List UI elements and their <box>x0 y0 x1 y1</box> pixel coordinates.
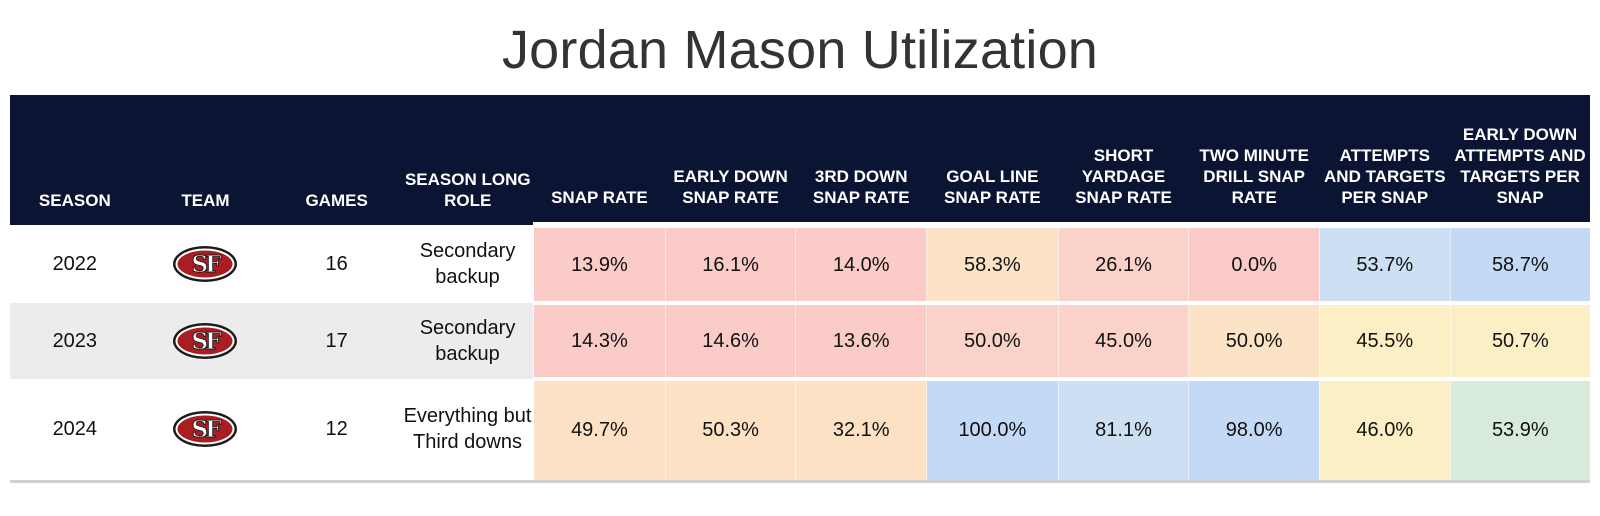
metric-cell-attempts-and-targets-per-snap: 45.5% <box>1318 301 1451 379</box>
column-header-goal-line-snap-rate: GOAL LINE SNAP RATE <box>926 95 1059 225</box>
role-cell: Everything but Third downs <box>401 379 534 483</box>
role-text: Secondary backup <box>419 240 516 288</box>
metric-cell-early-down-attempts-and-targets-per-snap: 58.7% <box>1449 222 1590 303</box>
team-cell: SF <box>139 303 272 379</box>
metric-cell-goal-line-snap-rate: 100.0% <box>926 377 1059 483</box>
metric-cell-early-down-snap-rate: 14.6% <box>664 301 796 379</box>
column-header-early-down-attempts-and-targets-per-snap: EARLY DOWN ATTEMPTS AND TARGETS PER SNAP <box>1450 95 1590 225</box>
games-cell: 12 <box>271 379 402 483</box>
role-text: Secondary backup <box>419 317 516 365</box>
column-header-season-long-role: SEASON LONG ROLE <box>401 95 534 225</box>
column-header-short-yardage-snap-rate: SHORT YARDAGE SNAP RATE <box>1058 95 1189 225</box>
metric-cell-snap-rate: 13.9% <box>533 222 666 303</box>
column-header-games: GAMES <box>271 95 402 225</box>
table-row-2022: 2022 SF 16 Secondary backup 13.9% 16.1% 14.0% 5… <box>10 222 1590 303</box>
role-text: Everything but Third downs <box>403 405 532 454</box>
metric-cell-attempts-and-targets-per-snap: 46.0% <box>1318 377 1451 483</box>
niners-logo-icon: SF <box>173 246 238 282</box>
table-header-row: SEASON TEAM GAMES SEASON LONG ROLE SNAP RATE… <box>10 95 1590 225</box>
metric-cell-3rd-down-snap-rate: 14.0% <box>795 222 927 303</box>
metric-cell-short-yardage-snap-rate: 81.1% <box>1057 377 1189 483</box>
utilization-table: SEASON TEAM GAMES SEASON LONG ROLE SNAP RATE… <box>10 95 1590 483</box>
season-cell: 2023 <box>10 303 140 379</box>
metric-cell-3rd-down-snap-rate: 32.1% <box>795 377 927 483</box>
page-title: Jordan Mason Utilization <box>501 20 1099 80</box>
metric-cell-snap-rate: 49.7% <box>533 377 666 483</box>
column-header-snap-rate: SNAP RATE <box>533 95 666 225</box>
metric-cell-short-yardage-snap-rate: 26.1% <box>1057 222 1189 303</box>
svg-text:SF: SF <box>192 416 223 443</box>
svg-text:SF: SF <box>192 251 223 278</box>
metric-cell-3rd-down-snap-rate: 13.6% <box>795 301 927 379</box>
column-header-two-minute-drill-snap-rate: TWO MINUTE DRILL SNAP RATE <box>1188 95 1320 225</box>
metric-cell-two-minute-drill-snap-rate: 50.0% <box>1188 301 1320 379</box>
metric-cell-two-minute-drill-snap-rate: 98.0% <box>1188 377 1320 483</box>
metric-cell-early-down-snap-rate: 16.1% <box>664 222 796 303</box>
season-cell: 2022 <box>10 225 140 303</box>
season-cell: 2024 <box>10 379 140 483</box>
svg-text:SF: SF <box>192 328 223 355</box>
team-cell: SF <box>139 379 272 483</box>
niners-logo-icon: SF <box>173 323 238 359</box>
column-header-early-down-snap-rate: EARLY DOWN SNAP RATE <box>665 95 796 225</box>
column-header-attempts-and-targets-per-snap: ATTEMPTS AND TARGETS PER SNAP <box>1319 95 1451 225</box>
table-container: SEASON TEAM GAMES SEASON LONG ROLE SNAP RATE… <box>10 95 1590 483</box>
metric-cell-early-down-attempts-and-targets-per-snap: 50.7% <box>1449 301 1590 379</box>
games-cell: 16 <box>271 225 402 303</box>
metric-cell-short-yardage-snap-rate: 45.0% <box>1057 301 1189 379</box>
niners-logo-icon: SF <box>173 411 238 448</box>
column-header-season: SEASON <box>10 95 140 225</box>
table-row-2023: 2023 SF 17 Secondary backup 14.3% 14.6% 13.6% 5… <box>10 301 1590 379</box>
metric-cell-attempts-and-targets-per-snap: 53.7% <box>1318 222 1451 303</box>
column-header-team: TEAM <box>139 95 272 225</box>
role-cell: Secondary backup <box>401 303 534 379</box>
metric-cell-two-minute-drill-snap-rate: 0.0% <box>1188 222 1320 303</box>
games-cell: 17 <box>271 303 402 379</box>
table-body: 2022 SF 16 Secondary backup 13.9% 16.1% 14.0% 5… <box>10 222 1590 483</box>
column-header-3rd-down-snap-rate: 3RD DOWN SNAP RATE <box>795 95 927 225</box>
table-row-2024: 2024 SF 12 Everything but Third downs 49.7% 5… <box>10 377 1590 483</box>
role-cell: Secondary backup <box>401 225 534 303</box>
metric-cell-snap-rate: 14.3% <box>533 301 666 379</box>
metric-cell-early-down-snap-rate: 50.3% <box>664 377 796 483</box>
metric-cell-goal-line-snap-rate: 50.0% <box>926 301 1059 379</box>
metric-cell-goal-line-snap-rate: 58.3% <box>926 222 1059 303</box>
metric-cell-early-down-attempts-and-targets-per-snap: 53.9% <box>1449 377 1590 483</box>
team-cell: SF <box>139 225 272 303</box>
